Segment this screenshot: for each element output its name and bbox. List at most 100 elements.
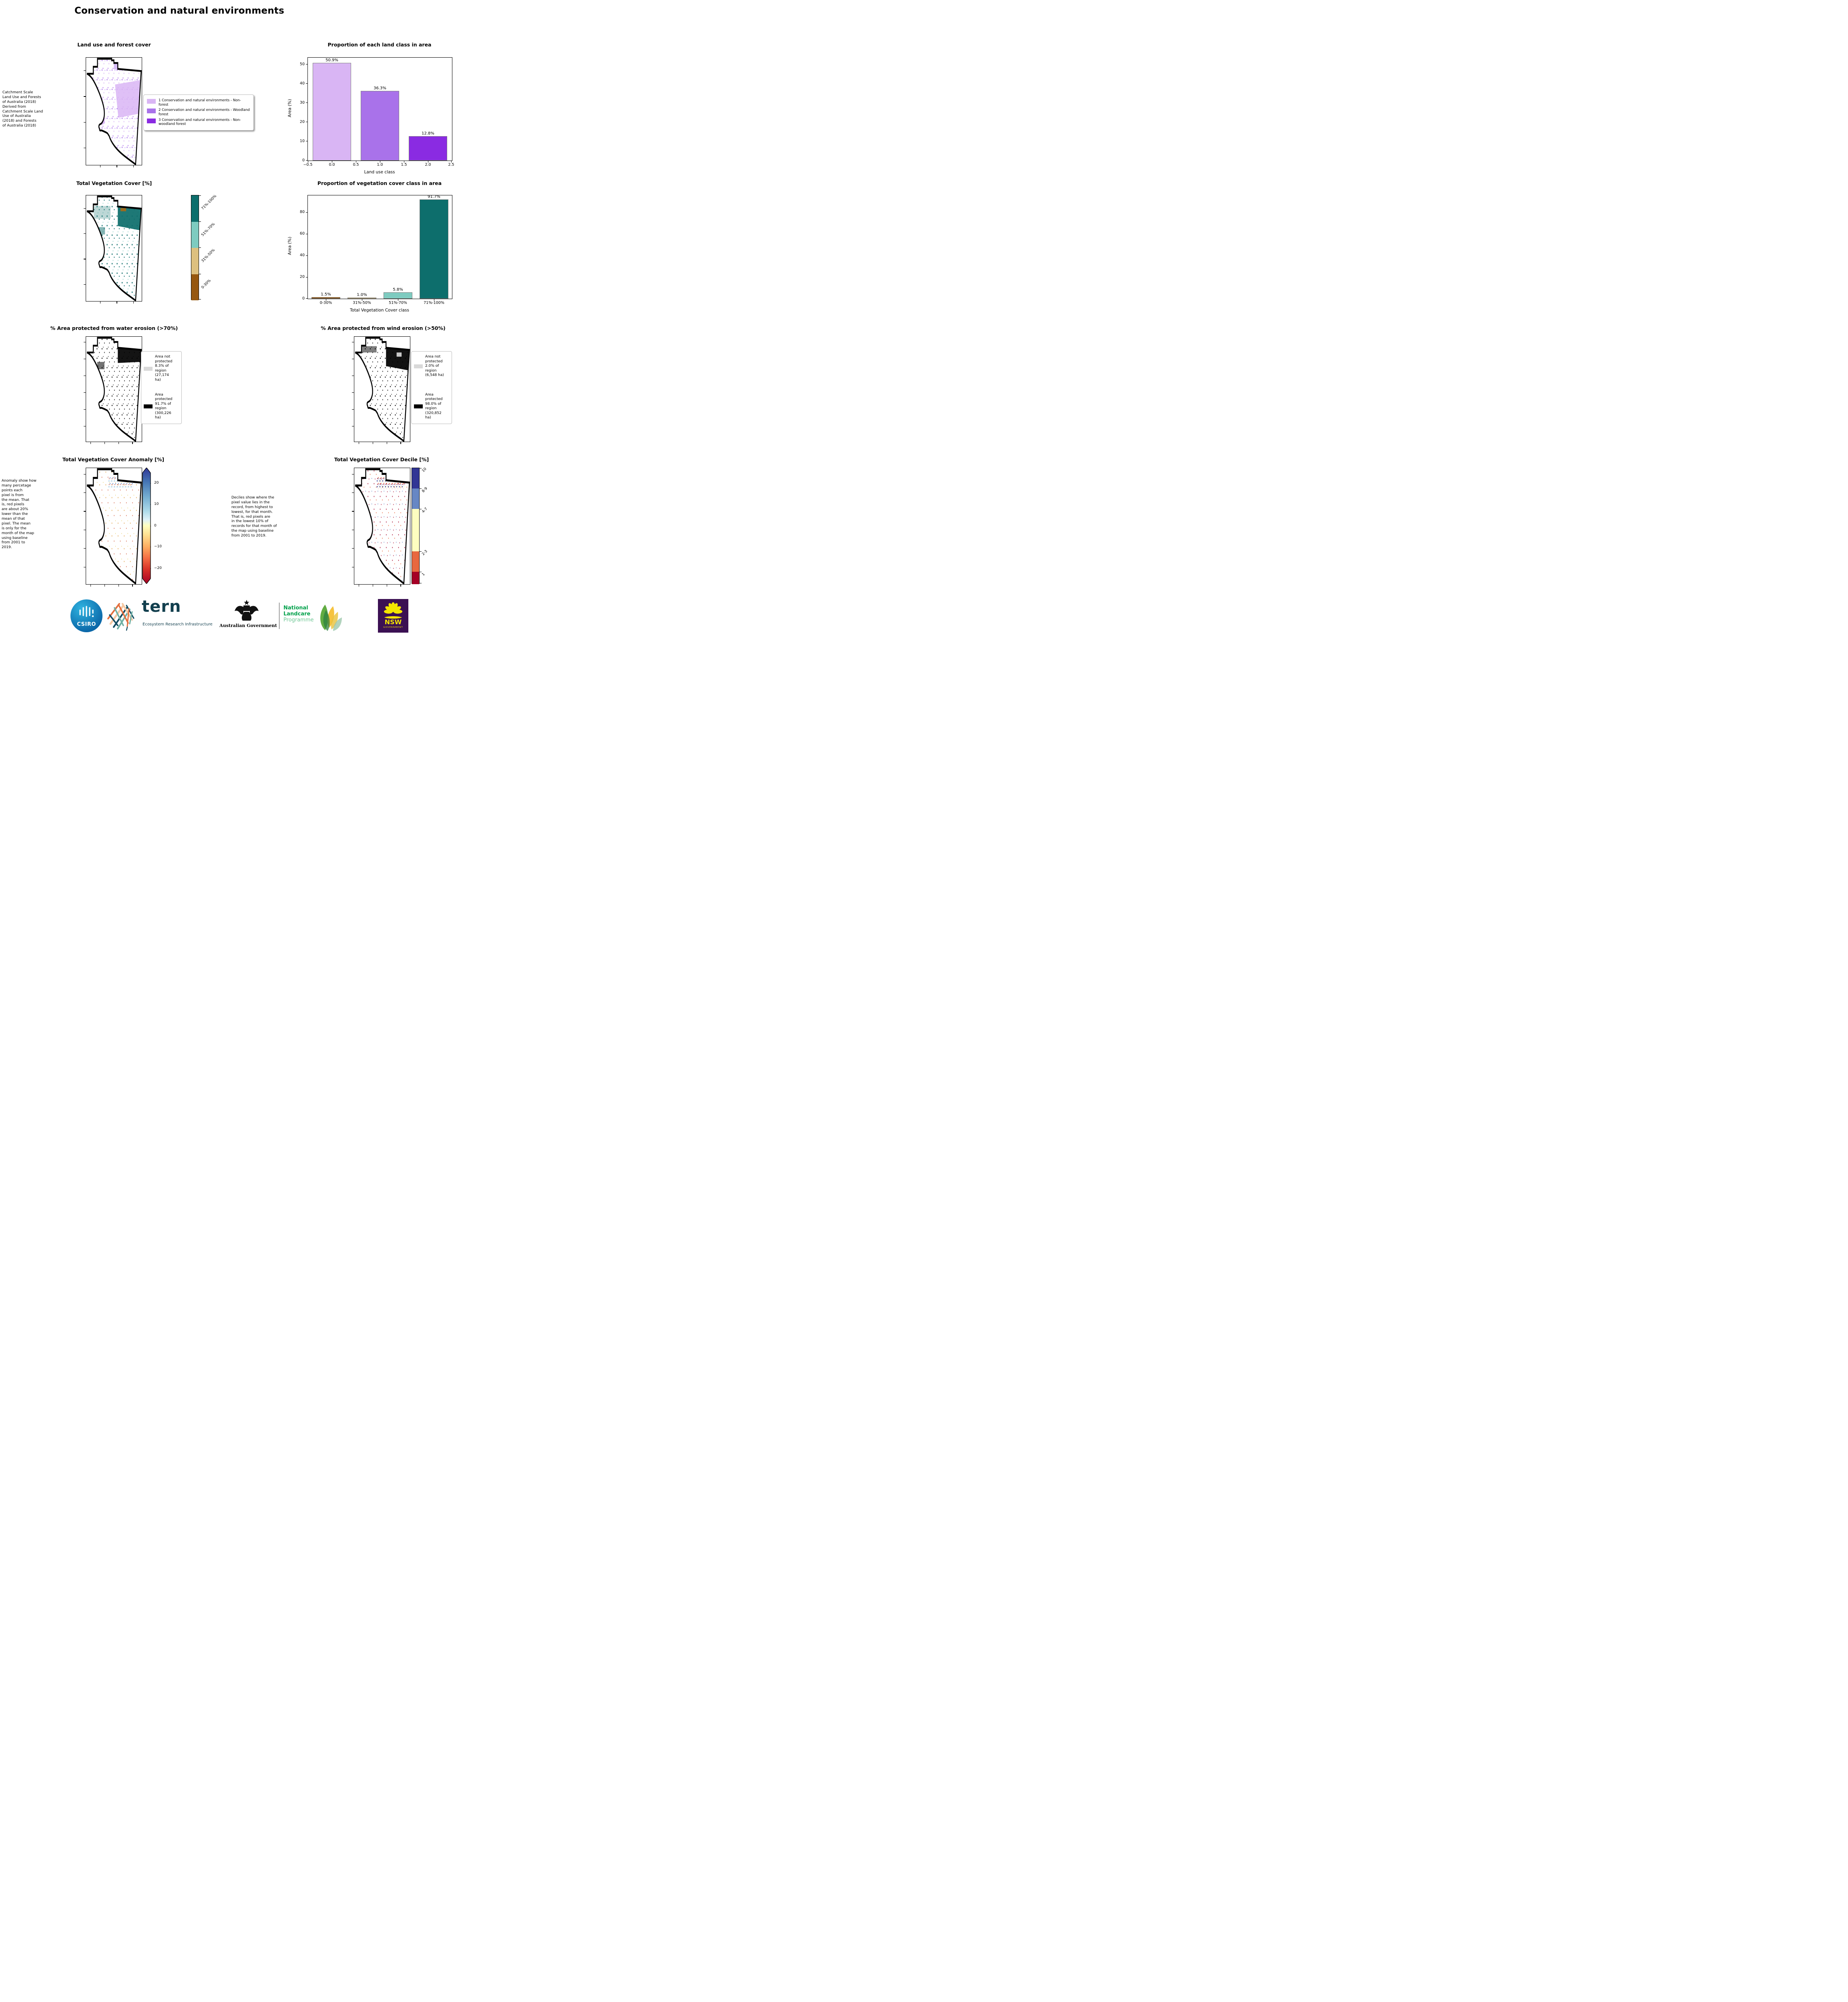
legend-item: Area protected 91.7% of region (300,226 … <box>144 393 179 420</box>
veg-class-plot: 1.5% 1.0% 5.8% 91.7% 0 20 40 60 80 0-30%… <box>300 195 452 305</box>
map-tick <box>84 548 86 549</box>
wind-erosion-map-canvas <box>354 337 410 442</box>
legend-label: Area protected 98.0% of region (320,852 … <box>425 392 443 420</box>
bar-class-3 <box>409 136 447 161</box>
decile-colorbar: 10 8-9 4-7 2-3 1 <box>412 467 428 584</box>
legend-label: Area not protected 2.0% of region (6,548… <box>425 355 444 378</box>
anomaly-map-title: Total Vegetation Cover Anomaly [%] <box>62 456 165 462</box>
y-tick-label: 40 <box>299 253 305 257</box>
decile-map-title: Total Vegetation Cover Decile [%] <box>334 456 429 462</box>
y-tick-label: 40 <box>299 81 305 86</box>
x-tick-label: 1.5 <box>401 163 407 167</box>
legend-label: 2 Conservation and natural environments … <box>159 108 250 117</box>
map-tick <box>90 442 91 444</box>
veg-class-chart-title: Proportion of vegetation cover class in … <box>317 180 442 186</box>
decile-map-canvas <box>354 468 410 584</box>
y-tick-label: 0 <box>302 158 305 163</box>
legend-label: Area protected 91.7% of region (300,226 … <box>155 392 173 420</box>
y-tick <box>306 83 308 84</box>
anomaly-note: Anomaly show how many percetage points e… <box>2 479 37 550</box>
water-erosion-title: % Area protected from water erosion (>70… <box>50 325 178 331</box>
map-tick <box>84 409 86 410</box>
x-tick-label: 0.5 <box>353 163 359 167</box>
page-title: Conservation and natural environments <box>74 6 285 16</box>
colorbar-tick-label: 0 <box>154 524 157 528</box>
land-class-x-axis-label: Land use class <box>364 170 395 175</box>
decile-map <box>352 468 410 587</box>
y-tick <box>306 160 308 161</box>
protected-swatch <box>414 404 423 409</box>
not-protected-swatch <box>414 364 423 368</box>
veg-class-y-axis-label: Area (%) <box>287 237 292 255</box>
x-tick-label: 0-30% <box>319 301 332 305</box>
legend-item: Area not protected 2.0% of region (6,548… <box>414 355 449 378</box>
legend-item: Area not protected 8.3% of region (27,17… <box>144 355 179 382</box>
bar-value: 12.8% <box>422 131 434 136</box>
tern-wordmark: tern <box>142 597 181 616</box>
colorbar-seg-10 <box>412 468 419 488</box>
bar-31-50 <box>348 297 376 299</box>
colorbar-label: 31%-50% <box>201 248 216 263</box>
colorbar-tick-label: −10 <box>154 545 162 549</box>
y-tick-label: 10 <box>299 139 305 143</box>
bar-value: 1.5% <box>321 292 331 297</box>
x-tick-label: 31%-50% <box>353 301 371 305</box>
australian-government-wordmark: Australian Government <box>219 623 277 628</box>
map-tick <box>400 585 401 587</box>
bar-value: 91.7% <box>428 195 440 199</box>
woodland-forest-swatch <box>147 109 156 114</box>
y-tick-label: 0 <box>302 296 305 301</box>
bar-0-30 <box>311 297 340 299</box>
map-tick <box>352 409 354 410</box>
non-woodland-forest-swatch <box>147 118 156 123</box>
veg-cover-map-canvas <box>86 195 142 301</box>
x-tick-label: 51%-70% <box>389 301 407 305</box>
land-class-plot: 50.9% 36.3% 12.8% 0 10 20 30 40 50 −0.5 … <box>300 57 454 167</box>
csiro-hand-icon <box>79 606 94 617</box>
map-tick <box>84 392 86 393</box>
land-class-chart-title: Proportion of each land class in area <box>327 42 432 48</box>
x-tick-label: −0.5 <box>303 163 313 167</box>
map-tick <box>132 585 133 587</box>
map-tick <box>104 585 105 587</box>
colorbar-label: 0-30% <box>201 278 212 290</box>
x-tick-label: 71%-100% <box>424 301 444 305</box>
map-tick <box>133 302 134 304</box>
bar-class-2 <box>361 90 399 161</box>
colorbar-label: 10 <box>421 467 428 473</box>
land-class-y-axis-label: Area (%) <box>287 99 292 117</box>
landcare-line2: Landcare <box>283 611 311 617</box>
land-use-map-title: Land use and forest cover <box>77 42 151 48</box>
colorbar-tick <box>199 221 201 222</box>
veg-cover-colorbar: 71%-100% 51%-70% 31%-50% 0-30% <box>191 194 217 300</box>
map-tick <box>84 70 86 71</box>
map-tick <box>400 442 401 444</box>
map-tick <box>84 122 86 123</box>
x-tick <box>451 161 452 163</box>
map-tick <box>84 492 86 493</box>
colorbar-seg-4-7 <box>412 509 419 551</box>
map-tick <box>104 442 105 444</box>
wind-erosion-legend: Area not protected 2.0% of region (6,548… <box>411 351 452 424</box>
colorbar-tick-label: 10 <box>154 502 159 506</box>
nsw-government-label: GOVERNMENT <box>383 626 403 629</box>
colorbar-tick-label: 20 <box>154 481 159 485</box>
colorbar-label: 4-7 <box>421 507 428 514</box>
y-tick-label: 20 <box>299 120 305 124</box>
legend-item: Area protected 98.0% of region (320,852 … <box>414 393 449 420</box>
legend-label: Area not protected 8.3% of region (27,17… <box>155 355 173 382</box>
anomaly-map-canvas <box>86 468 142 584</box>
land-use-map <box>84 57 142 167</box>
map-tick <box>90 585 91 587</box>
anomaly-map <box>84 468 142 587</box>
colorbar-tick <box>199 195 201 196</box>
map-tick <box>133 165 134 167</box>
colorbar-tick-label: −20 <box>154 566 162 570</box>
nsw-wordmark: NSW <box>384 618 402 626</box>
colorbar-seg-0-30 <box>191 274 199 300</box>
legend-label: 1 Conservation and natural environments … <box>159 98 241 107</box>
protected-swatch <box>144 404 153 409</box>
colorbar-tick <box>420 488 422 489</box>
map-tick <box>84 208 86 209</box>
landcare-line3: Programme <box>283 617 314 623</box>
